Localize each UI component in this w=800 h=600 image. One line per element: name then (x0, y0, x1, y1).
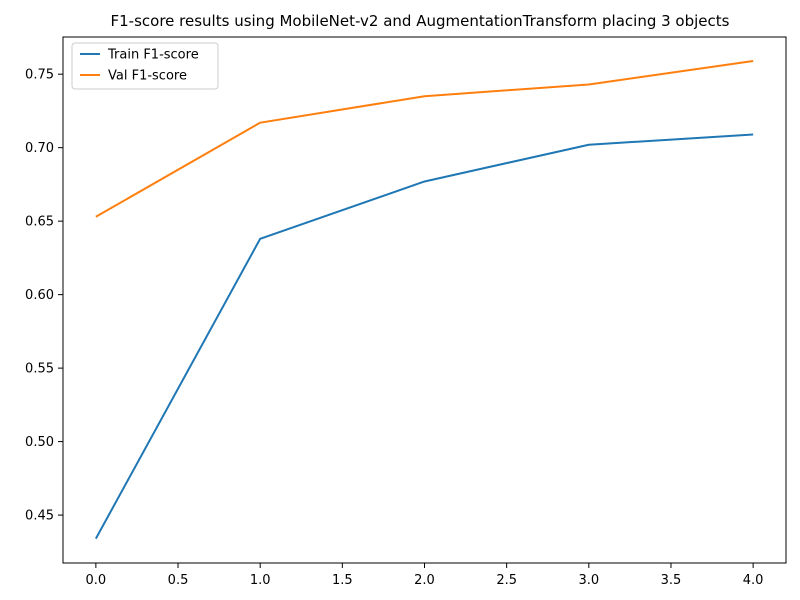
x-tick-label: 2.5 (496, 573, 517, 588)
x-tick-label: 0.0 (86, 573, 107, 588)
legend: Train F1-score Val F1-score (71, 42, 219, 90)
x-tick-label: 4.0 (743, 573, 764, 588)
y-tick-label: 0.60 (25, 288, 54, 303)
y-tick-label: 0.65 (25, 215, 54, 230)
x-axis-ticks: 0.0 0.5 1.0 1.5 2.0 2.5 3.0 3.5 4.0 (86, 563, 764, 588)
axes-frame (62, 36, 787, 564)
y-tick-label: 0.70 (25, 141, 54, 156)
legend-label-val: Val F1-score (108, 69, 187, 84)
y-tick-label: 0.75 (25, 68, 54, 83)
y-tick-label: 0.55 (25, 362, 54, 377)
legend-box (71, 42, 219, 90)
x-tick-label: 3.5 (661, 573, 682, 588)
y-axis-ticks: 0.45 0.50 0.55 0.60 0.65 0.70 0.75 (25, 68, 63, 524)
legend-label-train: Train F1-score (107, 48, 199, 63)
chart-title: F1-score results using MobileNet-v2 and … (111, 12, 730, 30)
series-layer (94, 59, 754, 540)
x-tick-label: 1.0 (250, 573, 271, 588)
x-tick-label: 2.0 (414, 573, 435, 588)
y-tick-label: 0.50 (25, 435, 54, 450)
x-tick-label: 1.5 (332, 573, 353, 588)
y-tick-label: 0.45 (25, 509, 54, 524)
x-tick-label: 0.5 (168, 573, 189, 588)
x-tick-label: 3.0 (578, 573, 599, 588)
series-line-train-f1-score (94, 133, 754, 540)
